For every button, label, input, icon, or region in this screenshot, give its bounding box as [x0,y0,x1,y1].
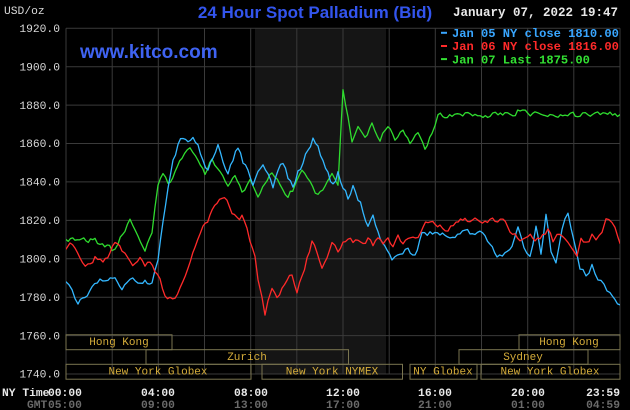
svg-text:January 07, 2022 19:47: January 07, 2022 19:47 [453,6,618,20]
svg-text:1840.0: 1840.0 [19,178,60,190]
svg-text:04:59: 04:59 [586,400,620,410]
svg-text:GMT: GMT [27,400,48,410]
svg-text:Jan 06 NY close 1816.00: Jan 06 NY close 1816.00 [452,40,619,54]
svg-text:01:00: 01:00 [511,400,545,410]
svg-text:13:00: 13:00 [234,400,268,410]
svg-text:Zurich: Zurich [227,352,267,364]
svg-text:09:00: 09:00 [141,400,175,410]
svg-text:Jan 05 NY close 1810.00: Jan 05 NY close 1810.00 [452,27,619,41]
svg-text:24 Hour Spot Palladium (Bid): 24 Hour Spot Palladium (Bid) [198,3,432,22]
svg-text:23:59: 23:59 [586,388,620,400]
svg-text:USD/oz: USD/oz [4,6,45,18]
svg-text:17:00: 17:00 [326,400,360,410]
svg-text:04:00: 04:00 [141,388,175,400]
svg-text:08:00: 08:00 [234,388,268,400]
svg-text:1800.0: 1800.0 [19,255,60,267]
svg-text:NY Time: NY Time [2,388,50,400]
svg-text:Hong Kong: Hong Kong [89,337,148,349]
svg-text:Sydney: Sydney [503,352,543,364]
svg-text:Jan 07 Last 1875.00: Jan 07 Last 1875.00 [452,53,590,67]
svg-text:New York Globex: New York Globex [108,367,207,379]
svg-text:20:00: 20:00 [511,388,545,400]
svg-text:New York NYMEX: New York NYMEX [286,367,379,379]
svg-text:1780.0: 1780.0 [19,293,60,305]
svg-text:1820.0: 1820.0 [19,216,60,228]
svg-text:12:00: 12:00 [326,388,360,400]
svg-text:1860.0: 1860.0 [19,139,60,151]
svg-text:21:00: 21:00 [418,400,452,410]
svg-text:05:00: 05:00 [48,400,82,410]
svg-text:Hong Kong: Hong Kong [539,337,598,349]
svg-text:www.kitco.com: www.kitco.com [79,42,218,63]
svg-text:New York Globex: New York Globex [500,367,599,379]
svg-text:1880.0: 1880.0 [19,101,60,113]
svg-text:1760.0: 1760.0 [19,331,60,343]
svg-text:1920.0: 1920.0 [19,24,60,36]
svg-text:16:00: 16:00 [418,388,452,400]
svg-text:00:00: 00:00 [48,388,82,400]
svg-text:NY Globex: NY Globex [413,367,473,379]
svg-text:1740.0: 1740.0 [19,370,60,382]
svg-text:1900.0: 1900.0 [19,62,60,74]
